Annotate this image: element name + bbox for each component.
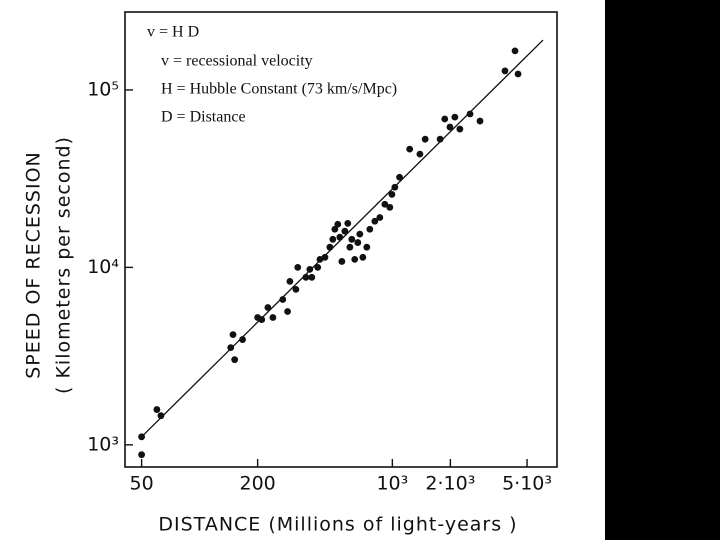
data-point (381, 200, 389, 208)
data-point (363, 243, 371, 251)
data-point (258, 316, 266, 323)
data-point (138, 433, 146, 441)
data-point (334, 220, 342, 228)
data-point (446, 123, 454, 131)
y-tick-label: 10⁴ (87, 256, 119, 278)
data-point (321, 253, 329, 261)
data-point (359, 253, 367, 261)
data-point (264, 304, 272, 311)
data-point (376, 214, 384, 221)
plot-frame (124, 11, 558, 468)
data-point (346, 243, 354, 251)
data-point (344, 219, 352, 227)
data-point (338, 258, 346, 265)
note: H = Hubble Constant (73 km/s/Mpc) (161, 81, 397, 98)
data-point (416, 150, 424, 158)
y-axis-title: SPEED OF RECESSION (23, 151, 45, 379)
data-point (292, 285, 300, 293)
x-axis-title: DISTANCE (Millions of light-years ) (158, 514, 517, 536)
data-point (227, 344, 235, 352)
data-point (351, 255, 359, 263)
data-point (356, 230, 364, 238)
data-point (466, 110, 474, 118)
data-point (284, 308, 291, 315)
data-point (456, 125, 464, 133)
data-point (436, 135, 444, 143)
data-point (153, 406, 161, 413)
note: D = Distance (161, 109, 246, 126)
data-point (294, 263, 302, 271)
x-tick-label: 10³ (376, 473, 408, 495)
data-point (511, 47, 519, 55)
data-point (386, 203, 394, 211)
data-point (514, 70, 522, 78)
data-point (501, 67, 509, 75)
data-point (388, 190, 396, 198)
data-point (391, 183, 399, 191)
data-point (348, 235, 356, 243)
data-point (371, 217, 379, 225)
data-point (138, 451, 146, 459)
x-tick-label: 2·10³ (425, 473, 475, 495)
data-point (239, 336, 246, 343)
x-tick-label: 50 (130, 473, 154, 495)
x-tick-label: 5·10³ (502, 473, 552, 495)
data-point (306, 265, 314, 273)
data-point (269, 314, 277, 321)
note: v = recessional velocity (161, 53, 313, 70)
data-point (476, 117, 484, 125)
data-point (329, 235, 337, 243)
y-tick-label: 10³ (87, 433, 119, 455)
data-point (231, 356, 239, 364)
data-point (451, 113, 459, 121)
data-point (396, 173, 403, 181)
data-point (354, 239, 362, 246)
data-point (366, 225, 374, 233)
data-point (157, 412, 165, 420)
x-tick-label: 200 (240, 473, 276, 495)
black-panel (605, 0, 720, 540)
data-point (229, 331, 237, 339)
data-point (406, 145, 414, 153)
data-point (286, 277, 294, 285)
data-point (314, 263, 322, 271)
y-tick-label: 10⁵ (87, 78, 119, 100)
data-point (302, 273, 310, 281)
data-point (331, 225, 339, 233)
data-point (336, 233, 344, 241)
y-axis-subtitle: ( Kilometers per second) (53, 136, 75, 394)
data-point (421, 135, 429, 143)
formula: v = H D (147, 24, 199, 41)
data-point (308, 273, 316, 281)
data-point (341, 227, 349, 235)
data-point (441, 115, 449, 123)
data-point (326, 243, 334, 251)
data-point (279, 296, 287, 303)
